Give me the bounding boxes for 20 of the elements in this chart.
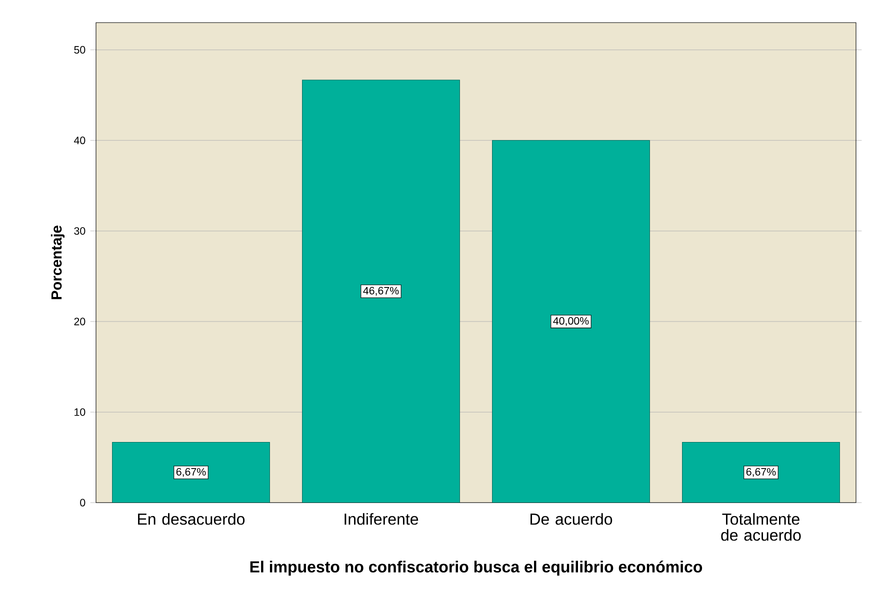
data-label: 6,67% xyxy=(176,468,206,477)
x-tick-label: Totalmente de acuerdo xyxy=(721,513,801,541)
x-tick-label: De acuerdo xyxy=(530,513,612,525)
bar xyxy=(302,80,460,503)
y-tick-label: 50 xyxy=(74,46,86,54)
y-tick-label: 0 xyxy=(80,498,86,506)
data-label: 40,00% xyxy=(553,317,589,326)
bar xyxy=(112,442,270,503)
y-tick-label: 10 xyxy=(74,408,86,416)
x-tick-label: Indiferente xyxy=(344,513,418,525)
y-axis-title: Porcentaje xyxy=(50,226,65,300)
bar xyxy=(682,442,840,503)
y-tick-label: 30 xyxy=(74,227,86,235)
y-tick-label: 40 xyxy=(74,136,86,144)
data-label: 46,67% xyxy=(363,286,399,296)
y-tick-label: 20 xyxy=(74,318,86,326)
x-axis-title: El impuesto no confiscatorio busca el equilibrio económico xyxy=(250,560,702,576)
x-tick-label: En desacuerdo xyxy=(138,513,245,525)
data-label: 6,67% xyxy=(746,468,776,477)
bar xyxy=(492,140,650,503)
